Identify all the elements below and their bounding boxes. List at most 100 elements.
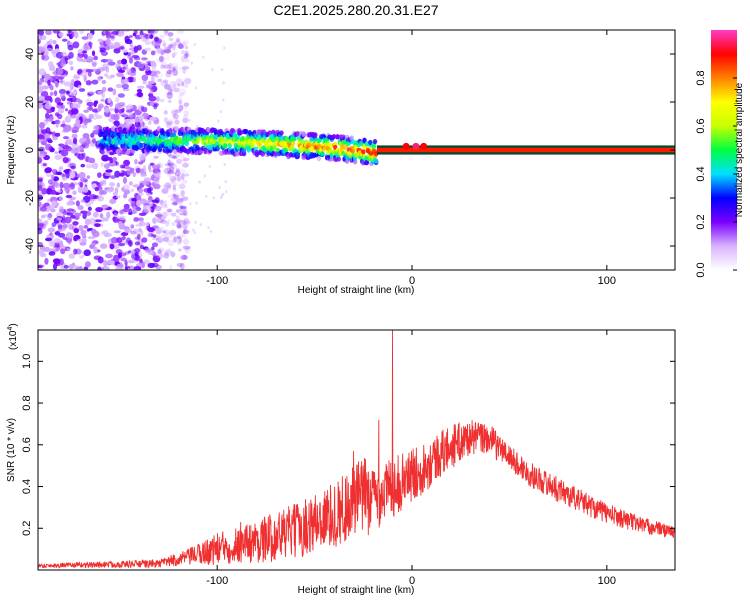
heatmap-cell — [52, 40, 57, 45]
heatmap-cell — [121, 187, 125, 192]
x-tick-label: 0 — [409, 575, 415, 587]
heatmap-cell — [105, 58, 114, 62]
y-tick-label: -40 — [24, 238, 36, 254]
heatmap-cell — [179, 262, 185, 270]
heatmap-cell — [182, 40, 190, 45]
heatmap-cell — [50, 49, 56, 55]
heatmap-cell — [41, 187, 48, 195]
heatmap-cell — [76, 145, 84, 153]
heatmap-cell — [60, 93, 66, 99]
heatmap-cell — [173, 87, 180, 93]
heatmap-cell — [168, 44, 173, 49]
heatmap-cell — [104, 73, 109, 77]
heatmap-cell — [166, 120, 174, 126]
heatmap-cell — [70, 107, 79, 115]
heatmap-cell — [146, 221, 150, 227]
heatmap-cell — [170, 251, 176, 258]
heatmap-cell — [127, 52, 131, 57]
heatmap-cell — [106, 75, 113, 80]
heatmap-cell — [85, 164, 94, 169]
colorbar-label: Normalized spectral amplitude — [734, 82, 745, 217]
heatmap-cell — [160, 204, 169, 209]
heatmap-cell — [144, 47, 152, 52]
heatmap-cell — [52, 135, 59, 141]
heatmap-cell — [113, 212, 119, 217]
heatmap-cell — [77, 153, 85, 160]
heatmap-cell — [109, 175, 117, 179]
heatmap-cell — [141, 261, 146, 269]
heatmap-cell — [336, 156, 341, 162]
heatmap-cell — [67, 44, 74, 51]
heatmap-cell — [67, 113, 71, 121]
heatmap-cell — [58, 143, 65, 147]
heatmap-cell — [164, 163, 173, 167]
heatmap-cell — [164, 229, 170, 236]
heatmap-cell — [121, 76, 126, 80]
heatmap-cell — [53, 90, 58, 97]
heatmap-cell — [177, 78, 184, 83]
heatmap-cell — [158, 55, 164, 63]
heatmap-cell — [177, 83, 181, 87]
heatmap-cell — [120, 169, 125, 178]
heatmap-cell — [161, 211, 168, 219]
heatmap-cell — [175, 198, 184, 203]
heatmap-cell — [180, 206, 187, 213]
heatmap-cell — [222, 81, 225, 85]
heatmap-cell — [161, 187, 169, 194]
heatmap-cell — [151, 262, 159, 268]
heatmap-cell — [172, 184, 177, 191]
x-tick-label: 0 — [409, 275, 415, 287]
heatmap-cell — [174, 65, 179, 71]
heatmap-cell — [68, 253, 75, 260]
heatmap-cell — [101, 230, 109, 235]
heatmap-cell — [115, 97, 120, 103]
heatmap-cell — [53, 238, 61, 244]
heatmap-cell — [140, 106, 145, 112]
heatmap-cell — [170, 179, 175, 184]
heatmap-cell — [108, 238, 112, 246]
heatmap-cell — [44, 257, 49, 265]
heatmap-cell — [141, 153, 148, 158]
spectrogram-ticks: -100 0 100 -40 -20 0 20 40 — [24, 30, 675, 287]
heatmap-cell — [80, 229, 87, 236]
heatmap-cell — [68, 60, 74, 66]
heatmap-cell — [136, 91, 144, 98]
heatmap-cell — [166, 92, 173, 100]
heatmap-cell — [320, 150, 325, 157]
heatmap-cell — [139, 30, 144, 36]
heatmap-cell — [154, 213, 163, 218]
heatmap-cell — [223, 46, 226, 50]
heatmap-cell — [118, 215, 126, 221]
heatmap-cell — [90, 132, 95, 138]
heatmap-cell — [77, 48, 85, 55]
heatmap-cell — [156, 72, 163, 79]
heatmap-cell — [105, 126, 110, 132]
heatmap-cell — [166, 160, 174, 167]
heatmap-cell — [155, 234, 164, 238]
heatmap-cell — [47, 204, 54, 210]
heatmap-cell — [112, 216, 119, 224]
heatmap-cell — [116, 148, 122, 154]
heatmap-cell — [49, 85, 54, 91]
heatmap-cell — [208, 145, 213, 151]
heatmap-cell — [72, 90, 77, 95]
heatmap-cell — [157, 175, 161, 179]
snr-line-group — [38, 330, 675, 569]
heatmap-cell — [150, 50, 156, 56]
heatmap-cell — [352, 159, 358, 165]
heatmap-cell — [184, 84, 189, 88]
heatmap-cell — [155, 96, 160, 102]
heatmap-cell — [120, 30, 125, 34]
heatmap-cell — [182, 245, 191, 250]
heatmap-cell — [73, 265, 79, 270]
heatmap-cell — [168, 66, 176, 73]
heatmap-cell — [47, 227, 56, 233]
heatmap-cell — [56, 189, 62, 193]
heatmap-cell — [207, 226, 210, 230]
heatmap-band-core — [376, 147, 675, 153]
heatmap-cell — [128, 181, 133, 186]
heatmap-cell — [181, 81, 185, 87]
heatmap-cell — [212, 196, 215, 200]
heatmap-cell — [130, 230, 137, 235]
heatmap-cell — [172, 148, 178, 155]
